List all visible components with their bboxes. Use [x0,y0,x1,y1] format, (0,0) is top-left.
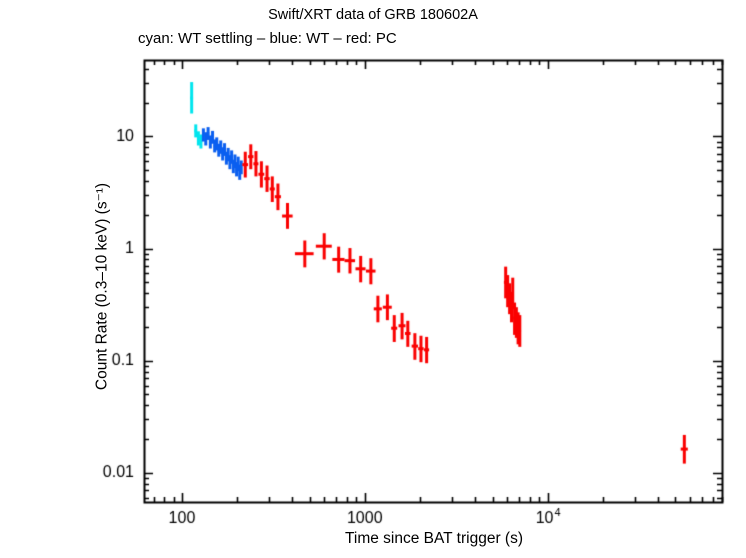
chart-legend-subtitle: cyan: WT settling – blue: WT – red: PC [138,30,397,47]
chart-title: Swift/XRT data of GRB 180602A [268,7,478,23]
y-axis-label: Count Rate (0.3–10 keV) (s⁻¹) [93,182,111,391]
x-axis-label: Time since BAT trigger (s) [344,530,523,547]
